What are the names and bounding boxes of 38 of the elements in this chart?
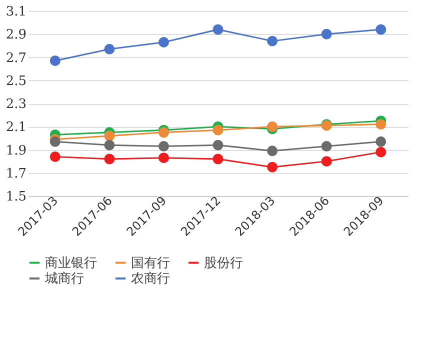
point [104,44,115,54]
point [376,146,386,158]
legend-label: 农商行 [131,272,170,286]
point [321,141,332,152]
point [376,136,386,147]
y-tick-label: 2.5 [6,74,26,89]
point [376,119,386,130]
point [212,124,224,136]
point [267,146,278,156]
y-tick-label: 1.7 [6,166,26,182]
point [50,55,60,66]
point [104,154,115,164]
legend-label: 商业银行 [45,256,97,271]
point [321,156,332,167]
y-tick-label: 1.9 [6,143,26,158]
y-tick-label: 2.3 [6,97,26,112]
legend-label: 国有行 [131,256,170,271]
point [212,140,224,150]
point [50,151,60,162]
point [267,162,278,172]
point [321,28,332,40]
point [158,36,169,48]
y-tick-label: 3.1 [6,4,26,20]
point [158,127,169,138]
point [267,121,278,132]
point [212,154,224,164]
legend-label: 城商行 [44,272,84,286]
y-tick-label: 2.1 [6,120,26,136]
point [212,24,224,35]
point [376,24,386,35]
point [104,130,115,142]
legend-label: 股份行 [204,256,243,271]
point [158,152,169,164]
y-tick-label: 2.7 [6,50,26,66]
point [104,140,115,150]
point [267,36,278,46]
point [158,141,169,152]
y-tick-label: 2.9 [6,28,26,43]
